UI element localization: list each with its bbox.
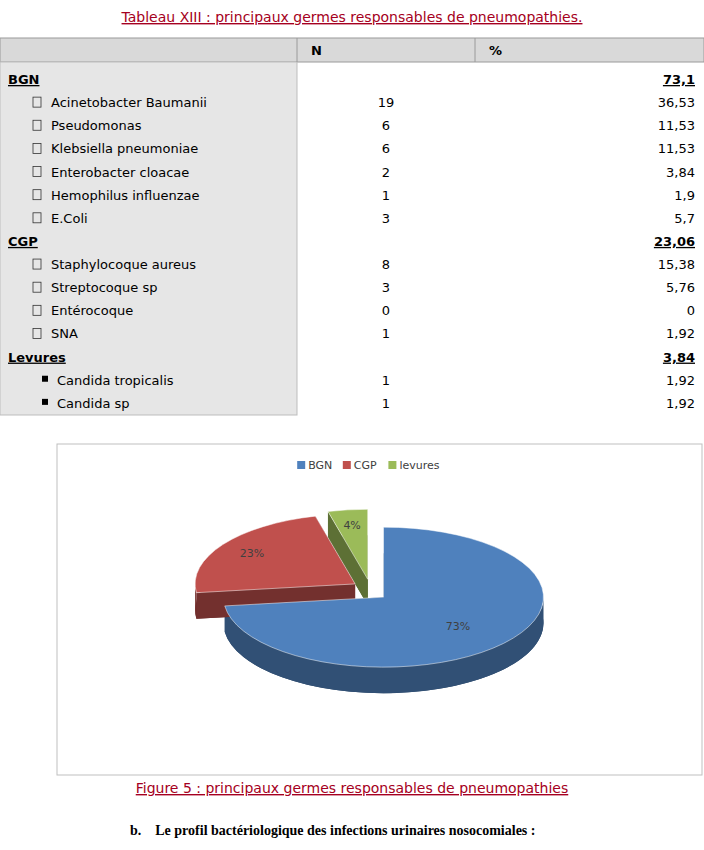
item-label: Entérocoque (51, 303, 133, 318)
bullet (33, 167, 41, 177)
group-percent: 73,1 (663, 72, 695, 87)
bullet (33, 259, 41, 269)
item-label: Streptocoque sp (51, 280, 157, 295)
group-label: Levures (8, 350, 66, 365)
item-n: 3 (382, 211, 390, 226)
bullet (33, 120, 41, 130)
bullet (42, 376, 48, 382)
item-percent: 5,76 (666, 280, 695, 295)
bullet (33, 143, 41, 153)
table-title: Tableau XIII : principaux germes respons… (121, 9, 583, 25)
item-label: Acinetobacter Baumanii (51, 95, 207, 110)
group-label: CGP (8, 234, 38, 249)
item-percent: 11,53 (658, 141, 695, 156)
pie-slice (328, 509, 368, 579)
legend-swatch (297, 461, 305, 469)
legend-label: BGN (308, 459, 332, 472)
item-label: Pseudomonas (51, 118, 142, 133)
table-first-col-bg (0, 62, 297, 415)
item-label: Staphylocoque aureus (51, 257, 196, 272)
item-n: 3 (382, 280, 390, 295)
item-percent: 11,53 (658, 118, 695, 133)
data-label: 73% (446, 620, 470, 633)
item-n: 8 (382, 257, 390, 272)
item-label: Enterobacter cloacae (51, 165, 189, 180)
figure-caption: Figure 5 : principaux germes responsable… (136, 780, 569, 796)
bullet (33, 328, 41, 338)
item-percent: 0 (687, 303, 695, 318)
bullet (33, 213, 41, 223)
item-n: 0 (382, 303, 390, 318)
item-n: 1 (382, 326, 390, 341)
table-header-cell: % (489, 43, 502, 58)
item-label: Klebsiella pneumoniae (51, 141, 198, 156)
item-n: 2 (382, 165, 390, 180)
bullet (33, 97, 41, 107)
legend-label: levures (399, 459, 439, 472)
item-label: Hemophilus influenzae (51, 188, 200, 203)
chart-frame (57, 444, 702, 775)
group-percent: 23,06 (654, 234, 695, 249)
legend: BGN CGP levures (297, 459, 440, 472)
bullet (33, 190, 41, 200)
item-percent: 36,53 (658, 95, 695, 110)
item-percent: 3,84 (666, 165, 695, 180)
item-percent: 15,38 (658, 257, 695, 272)
item-n: 1 (382, 373, 390, 388)
table-col-border (475, 38, 476, 62)
item-label: SNA (51, 326, 78, 341)
bullet (33, 282, 41, 292)
bullet (33, 305, 41, 315)
item-n: 6 (382, 141, 390, 156)
legend-swatch (343, 461, 351, 469)
table-header-cell: N (311, 43, 322, 58)
item-label: Candida sp (57, 396, 130, 411)
pie-slice (195, 516, 355, 593)
group-percent: 3,84 (663, 350, 695, 365)
item-n: 19 (378, 95, 395, 110)
bullet (42, 399, 48, 405)
item-percent: 1,9 (674, 188, 695, 203)
table-col-border (297, 38, 298, 62)
page: Tableau XIII : principaux germes respons… (0, 0, 704, 850)
item-percent: 1,92 (666, 373, 695, 388)
group-label: BGN (8, 72, 39, 87)
item-n: 6 (382, 118, 390, 133)
pie-sides (195, 509, 543, 693)
item-percent: 1,92 (666, 396, 695, 411)
data-label: 23% (240, 547, 264, 560)
pie-slices (195, 509, 543, 667)
item-percent: 5,7 (674, 211, 695, 226)
legend-label: CGP (354, 459, 377, 472)
data-label: 4% (343, 519, 360, 532)
item-percent: 1,92 (666, 326, 695, 341)
item-label: E.Coli (51, 211, 88, 226)
item-n: 1 (382, 396, 390, 411)
legend-swatch (388, 461, 396, 469)
item-n: 1 (382, 188, 390, 203)
item-label: Candida tropicalis (57, 373, 174, 388)
table-header-bg (0, 38, 704, 62)
section-heading: b. Le profil bactériologique des infecti… (130, 823, 535, 838)
